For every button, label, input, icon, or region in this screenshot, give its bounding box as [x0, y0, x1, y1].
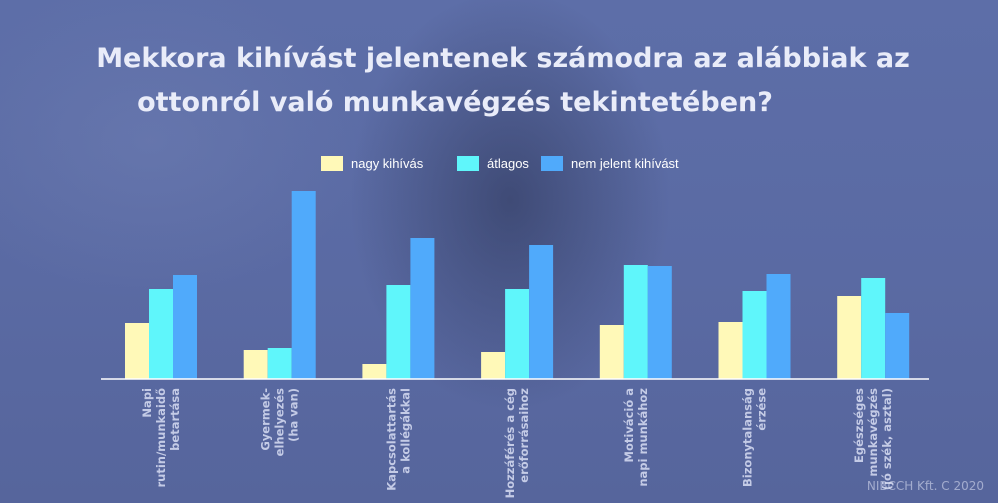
bar-nem-jelent-kihívást [647, 266, 672, 379]
chart-title-line-2: ottonról való munkavégzés tekintetében? [137, 87, 773, 118]
bar-átlagos [861, 278, 886, 379]
bar-nem-jelent-kihívást [885, 313, 910, 379]
bar-nagy-kihívás [718, 322, 743, 379]
legend-swatch [541, 156, 563, 171]
x-axis-labels: Napi rutin/munkaidő betartása Gyermek-elhel… [140, 388, 894, 499]
legend-swatch [321, 156, 343, 171]
x-tick-label: (jó szék, asztal) [880, 388, 894, 490]
bar-nagy-kihívás [599, 325, 624, 379]
chart-bars [125, 191, 910, 379]
x-tick-label: napi munkához [636, 388, 650, 487]
x-tick-label: (ha van) [287, 388, 301, 442]
bar-átlagos [623, 265, 648, 379]
copyright-watermark: NIBCCH Kft. C 2020 [866, 479, 984, 493]
x-tick-label: elhelyezés [273, 388, 287, 456]
bar-nagy-kihívás [362, 364, 387, 379]
bar-nem-jelent-kihívást [291, 191, 316, 379]
x-tick-label: rutin/munkaidő [154, 388, 168, 488]
chart-legend: nagy kihívás átlagos nem jelent kihívást [321, 156, 679, 171]
legend-label: átlagos [487, 156, 529, 171]
bar-nagy-kihívás [125, 323, 149, 379]
bar-nem-jelent-kihívást [529, 245, 554, 379]
x-tick-label: Napi [140, 388, 154, 418]
x-tick-label: Egészséges [852, 388, 866, 463]
x-tick-label: Gyermek- [259, 388, 273, 451]
x-tick-label: munkavégzés [866, 388, 880, 477]
x-tick-label: Motiváció a [622, 388, 636, 462]
x-tick-label: erőforrásaihoz [517, 388, 531, 483]
bar-nagy-kihívás [481, 352, 506, 379]
x-tick-label: a kollégákkal [398, 388, 412, 474]
x-tick-label: Hozzáférés a cég [503, 388, 517, 498]
bar-nem-jelent-kihívást [410, 238, 435, 379]
x-tick-label: betartása [168, 388, 182, 451]
x-tick-label: Bizonytalanság [741, 388, 755, 487]
bar-nagy-kihívás [837, 296, 862, 379]
x-tick-label: érzése [755, 388, 769, 431]
legend-swatch [457, 156, 479, 171]
x-tick-label: Kapcsolattartás [384, 388, 398, 491]
bar-átlagos [505, 289, 530, 379]
chart-title-line-1: Mekkora kihívást jelentenek számodra az … [96, 43, 910, 74]
bar-átlagos [149, 289, 173, 379]
bar-átlagos [386, 285, 411, 379]
bar-átlagos [742, 291, 767, 379]
legend-label: nem jelent kihívást [571, 156, 679, 171]
bar-átlagos [267, 348, 292, 379]
bar-nem-jelent-kihívást [766, 274, 791, 379]
bar-nem-jelent-kihívást [173, 275, 197, 379]
bar-nagy-kihívás [243, 350, 268, 379]
legend-label: nagy kihívás [351, 156, 424, 171]
